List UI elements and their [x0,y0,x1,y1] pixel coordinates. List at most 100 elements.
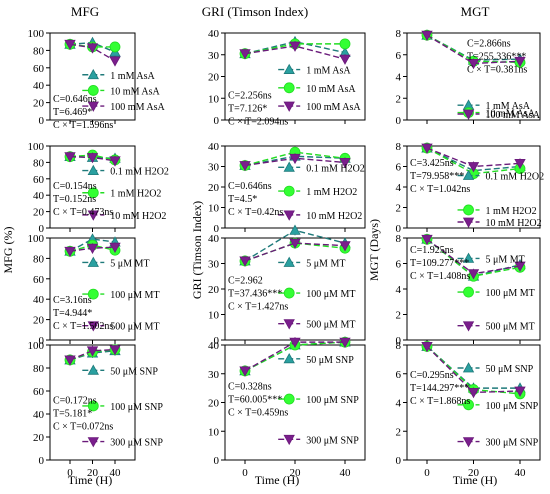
y-tick-label: 8 [396,340,402,352]
legend-marker [463,286,474,298]
y-tick-label: 4 [396,182,402,194]
ylabel-mgt: MGT (Days) [367,219,381,281]
legend-label: 1 mM H2O2 [486,206,537,217]
y-tick-label: 0 [396,455,402,467]
stat-label: C=2.256ns [228,91,272,102]
y-tick-label: 80 [33,363,45,375]
x-tick-label: 20 [87,467,99,479]
series-line [426,147,521,172]
panel-MFG-AsA: 0 20 40 60 80 100 1 mM AsA 10 mM AsA 100 mM AsA C… [28,28,166,131]
legend-marker [87,321,99,332]
legend-label: 300 μM SNP [110,438,163,449]
stat-label: C=3.425ns [410,158,454,169]
panel-MFG-SNP: 0 20 40 60 80 100 0 20 40 50 μM SNP 100 μM SNP 300 … [28,340,164,479]
y-tick-label: 30 [208,259,220,271]
legend-label: 0.1 mM H2O2 [486,172,545,183]
data-point [421,342,433,353]
legend-marker [283,256,295,267]
y-tick-label: 2 [396,93,402,105]
legend-marker [462,362,475,373]
stat-label: C=3.16ns [53,295,92,306]
legend-marker [462,217,475,228]
legend-label: 10 mM AsA [110,86,160,97]
y-tick-label: 4 [396,72,402,84]
y-tick-label: 20 [208,398,220,410]
stat-label: T=79.958*** [410,171,464,182]
data-point [339,241,351,252]
legend-label: 5 μM MT [486,254,525,265]
data-point [339,54,351,65]
data-point [64,39,76,51]
y-tick-label: 0 [396,335,402,347]
data-point [64,246,76,258]
data-point [109,156,121,167]
legend-marker [462,109,475,120]
data-point [421,30,433,41]
y-tick-label: 8 [396,233,402,245]
data-point [467,388,480,399]
stat-label: C × T=0.459ns [228,408,288,419]
data-point [64,152,76,163]
y-tick-label: 4 [396,284,402,296]
y-tick-label: 40 [33,409,45,421]
legend-marker [87,400,99,412]
legend-label: 100 μM MT [110,290,159,301]
data-point [64,355,76,366]
data-point [514,386,526,397]
data-point [514,159,526,170]
xlabel-mfg: Time (H) [68,473,113,487]
stat-label: C × T=0.072ns [53,421,113,432]
legend-marker [283,82,295,94]
ylabel-mfg: MFG (%) [1,226,15,273]
legend-marker [87,256,99,267]
legend-label: 5 μM MT [110,258,149,269]
legend-marker [87,288,99,300]
stat-label: T=7.126* [228,104,267,115]
legend-label: 1 mM AsA [486,101,531,112]
legend-marker [463,399,474,411]
data-point [467,269,480,280]
data-point [239,161,251,172]
xlabel-gri: Time (H) [255,473,300,487]
y-tick-label: 0 [39,115,45,127]
data-point [289,41,301,52]
panel-MFG-H2O2: 0 20 40 60 80 100 0.1 mM H2O2 1 mM H2O2 10 mM H2… [28,141,169,235]
y-tick-label: 6 [396,162,402,174]
y-tick-label: 20 [208,284,220,296]
stat-label: C=0.328ns [228,382,272,393]
y-tick-label: 2 [396,310,402,322]
legend-marker [283,393,295,405]
data-point [289,224,301,235]
x-tick-label: 0 [67,467,73,479]
legend-marker [87,164,99,175]
legend-label: 10 mM H2O2 [110,211,166,222]
data-point [239,366,251,377]
data-point [109,345,121,356]
stat-label: T=4.944* [53,308,92,319]
stat-label: C × T=0.42ns [228,207,283,218]
y-tick-label: 20 [33,432,45,444]
y-tick-label: 10 [208,310,220,322]
stat-label: C=0.295ns [410,370,454,381]
legend-marker [87,437,99,448]
series-line [69,238,116,252]
x-tick-label: 40 [340,467,352,479]
series-line [244,242,346,262]
legend-label: 1 mM AsA [306,66,351,77]
legend-marker [87,210,99,221]
y-tick-label: 60 [33,174,45,186]
legend-marker [283,210,295,221]
data-point [289,337,301,348]
legend-label: 10 mM AsA [486,109,536,120]
legend-label: 100 μM SNP [306,395,359,406]
stat-label: C × T=2.094ns [228,117,288,128]
stat-label: C=1.925ns [410,245,454,256]
legend-label: 500 μM MT [486,322,535,333]
legend-label: 0.1 mM H2O2 [110,167,169,178]
legend-marker [283,161,295,172]
data-point [514,56,526,68]
y-tick-label: 0 [396,115,402,127]
ylabel-gri: GRI (Timson Index) [190,201,204,299]
legend-label: 100 μM SNP [486,401,539,412]
data-point [467,162,480,173]
